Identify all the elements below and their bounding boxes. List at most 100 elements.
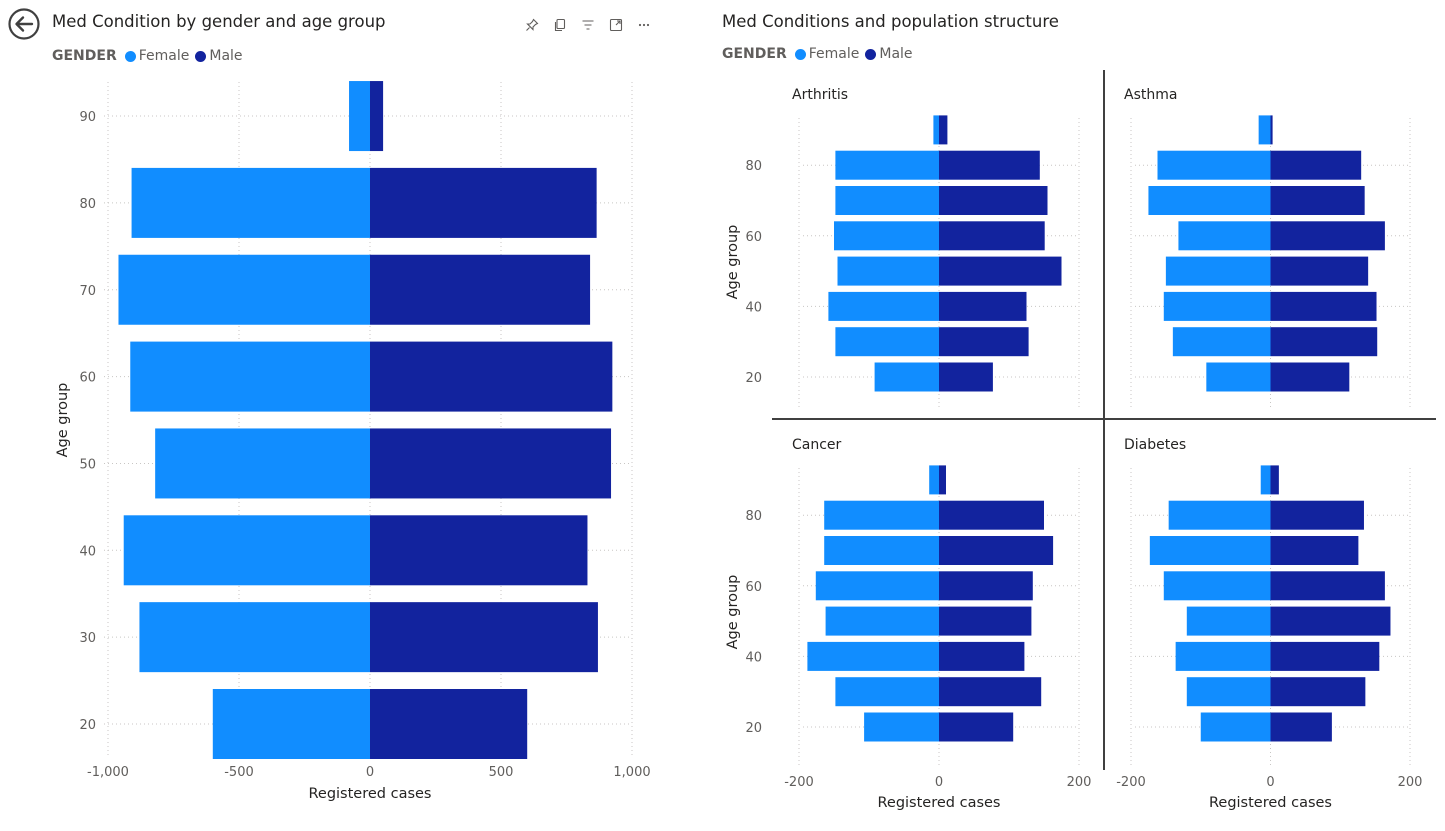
panel-asthma-bar-male-20[interactable] — [1270, 362, 1350, 392]
panel-asthma-bar-female-40[interactable] — [1163, 291, 1271, 321]
panel-diabetes-bar-female-30[interactable] — [1186, 677, 1271, 707]
panel-arthritis-bar-female-70[interactable] — [835, 186, 939, 215]
panel-diabetes-bar-male-70[interactable] — [1270, 536, 1359, 565]
legend-item-female[interactable]: Female — [124, 48, 189, 64]
main-bar-male-60[interactable] — [370, 341, 613, 412]
panel-arthritis-bar-male-20[interactable] — [939, 362, 993, 392]
legend-item-male[interactable]: Male — [195, 48, 243, 64]
panel-cancer-bar-male-30[interactable] — [939, 677, 1042, 707]
panel-diabetes-bar-male-80[interactable] — [1270, 500, 1364, 530]
main-bar-male-20[interactable] — [370, 689, 528, 759]
panel-cancer-bar-female-20[interactable] — [864, 712, 939, 742]
panel-diabetes-bar-male-50[interactable] — [1270, 606, 1391, 636]
panel-asthma-bar-male-90[interactable] — [1270, 115, 1273, 145]
panel-diabetes-bar-female-50[interactable] — [1186, 606, 1271, 636]
panel-cancer-bar-female-30[interactable] — [835, 677, 939, 707]
panel-diabetes-bar-male-40[interactable] — [1270, 641, 1380, 671]
panel-diabetes-bar-male-30[interactable] — [1270, 677, 1366, 707]
main-bar-female-40[interactable] — [123, 515, 370, 586]
panel-arthritis-bar-female-60[interactable] — [834, 221, 939, 251]
panel-asthma-bar-male-40[interactable] — [1270, 291, 1377, 321]
small-multiples-chart[interactable]: Arthritis 20 40 60 80 Age group Asthma Cancer -2… — [700, 0, 1445, 831]
panel-cancer-bar-female-80[interactable] — [824, 500, 939, 530]
panel-asthma-bar-female-30[interactable] — [1172, 327, 1271, 357]
main-bar-female-70[interactable] — [118, 254, 370, 325]
panel-asthma-bar-female-20[interactable] — [1206, 362, 1271, 392]
back-button[interactable] — [8, 8, 40, 40]
panel-diabetes-bar-female-20[interactable] — [1200, 712, 1271, 742]
panel-asthma-bar-male-70[interactable] — [1270, 186, 1365, 215]
panel-asthma-bar-female-80[interactable] — [1157, 150, 1271, 180]
main-bar-male-90[interactable] — [370, 81, 384, 152]
more-options-icon[interactable] — [630, 15, 658, 35]
panel-arthritis-bar-male-50[interactable] — [939, 256, 1062, 286]
panel-arthritis-bar-female-90[interactable] — [933, 115, 939, 145]
panel-cancer-bar-male-70[interactable] — [939, 536, 1054, 565]
pin-icon[interactable] — [518, 15, 546, 35]
panel-cancer-bar-male-90[interactable] — [939, 465, 946, 495]
panel-diabetes-bar-male-20[interactable] — [1270, 712, 1332, 742]
panel-diabetes-bar-female-70[interactable] — [1149, 536, 1271, 565]
panel-arthritis-bar-female-80[interactable] — [835, 150, 939, 180]
panel-cancer-bar-female-60[interactable] — [815, 571, 939, 601]
panel-diabetes-bar-female-80[interactable] — [1168, 500, 1271, 530]
main-bar-female-80[interactable] — [131, 167, 370, 238]
panel-asthma-bar-female-90[interactable] — [1258, 115, 1271, 145]
panel-asthma-bar-male-60[interactable] — [1270, 221, 1385, 251]
panel-arthritis-bar-male-90[interactable] — [939, 115, 948, 145]
panel-cancer-bar-male-80[interactable] — [939, 500, 1044, 530]
panel-cancer-bar-female-50[interactable] — [825, 606, 939, 636]
copy-icon[interactable] — [546, 15, 574, 35]
panel-arthritis-bar-male-70[interactable] — [939, 186, 1048, 215]
main-bar-female-20[interactable] — [212, 689, 370, 759]
panel-cancer-bar-male-60[interactable] — [939, 571, 1033, 601]
panel-cancer-bar-male-50[interactable] — [939, 606, 1032, 636]
main-bar-male-40[interactable] — [370, 515, 588, 586]
legend-item-male[interactable]: Male — [865, 46, 913, 62]
panel-cancer-y-tick-label: 40 — [745, 650, 762, 665]
panel-arthritis-bar-male-30[interactable] — [939, 327, 1029, 357]
panel-cancer-bar-female-70[interactable] — [824, 536, 939, 565]
panel-arthritis-bar-female-40[interactable] — [828, 291, 939, 321]
panel-cancer-bar-female-40[interactable] — [807, 641, 939, 671]
panel-arthritis-y-tick-label: 80 — [745, 159, 762, 174]
main-bar-female-90[interactable] — [349, 81, 370, 152]
panel-asthma-bar-male-80[interactable] — [1270, 150, 1362, 180]
panel-asthma-bar-female-60[interactable] — [1178, 221, 1271, 251]
panel-diabetes-bar-female-90[interactable] — [1260, 465, 1271, 495]
legend-item-female[interactable]: Female — [794, 46, 859, 62]
main-bar-female-60[interactable] — [130, 341, 370, 412]
panel-diabetes-bar-female-60[interactable] — [1163, 571, 1271, 601]
main-group: -1,000 -500 0 500 1,000 20 30 40 50 60 70 80 90 Regis… — [55, 81, 651, 802]
back-arrow-icon — [8, 8, 40, 40]
panel-diabetes-bar-female-40[interactable] — [1175, 641, 1271, 671]
focus-mode-icon[interactable] — [602, 15, 630, 35]
left-pyramid-chart[interactable]: -1,000 -500 0 500 1,000 20 30 40 50 60 70 80 90 Regis… — [0, 0, 700, 831]
panel-arthritis-bar-male-80[interactable] — [939, 150, 1040, 180]
panel-asthma-bar-male-50[interactable] — [1270, 256, 1369, 286]
panel-diabetes-bar-male-60[interactable] — [1270, 571, 1385, 601]
main-x-tick-label: -500 — [224, 765, 254, 780]
panel-cancer-bar-male-20[interactable] — [939, 712, 1014, 742]
panel-asthma-bar-male-30[interactable] — [1270, 327, 1378, 357]
female-swatch-icon — [124, 50, 136, 62]
filter-icon[interactable] — [574, 15, 602, 35]
panel-cancer-bar-male-40[interactable] — [939, 641, 1025, 671]
panel-arthritis-bar-male-40[interactable] — [939, 291, 1027, 321]
main-bar-female-30[interactable] — [139, 602, 370, 673]
panel-arthritis-bar-female-20[interactable] — [874, 362, 939, 392]
main-bar-male-80[interactable] — [370, 167, 597, 238]
main-bar-male-50[interactable] — [370, 428, 612, 499]
panel-diabetes-bar-male-90[interactable] — [1270, 465, 1279, 495]
panel-arthritis-bar-female-50[interactable] — [837, 256, 940, 286]
panel-asthma-bar-female-70[interactable] — [1148, 186, 1271, 215]
small-multiples-divider-horizontal — [772, 418, 1436, 420]
panel-cancer-bar-female-90[interactable] — [929, 465, 939, 495]
panel-arthritis-bar-female-30[interactable] — [835, 327, 939, 357]
main-bar-female-50[interactable] — [155, 428, 370, 499]
panel-asthma-bar-female-50[interactable] — [1165, 256, 1271, 286]
main-bar-male-70[interactable] — [370, 254, 591, 325]
panel-asthma-panel-title: Asthma — [1124, 87, 1177, 103]
panel-arthritis-bar-male-60[interactable] — [939, 221, 1045, 251]
main-bar-male-30[interactable] — [370, 602, 598, 673]
